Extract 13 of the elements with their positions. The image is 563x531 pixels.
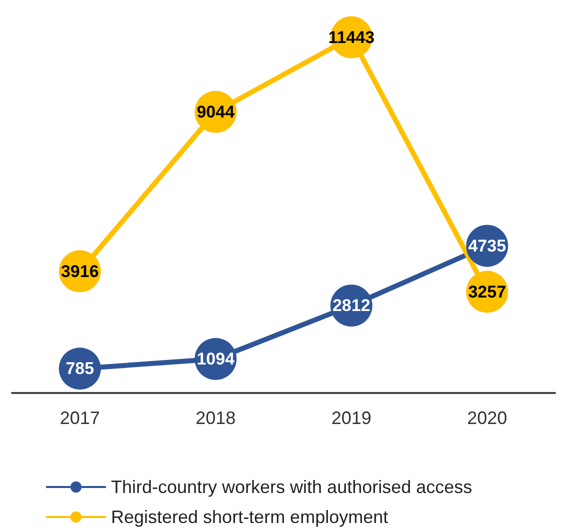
x-tick-label: 2017 bbox=[60, 408, 100, 428]
x-tick-label: 2018 bbox=[196, 408, 236, 428]
x-tick-label: 2019 bbox=[331, 408, 372, 428]
data-label: 9044 bbox=[196, 102, 236, 122]
data-label: 3916 bbox=[60, 262, 99, 281]
data-label: 1094 bbox=[196, 349, 236, 368]
data-label: 3257 bbox=[468, 282, 506, 302]
legend-label: Registered short-term employment bbox=[111, 507, 388, 527]
x-tick-label: 2020 bbox=[467, 408, 508, 428]
data-label: 2812 bbox=[332, 296, 370, 316]
data-label: 4735 bbox=[468, 236, 506, 256]
data-label: 785 bbox=[66, 359, 94, 378]
legend-label: Third-country workers with authorised access bbox=[111, 477, 472, 497]
